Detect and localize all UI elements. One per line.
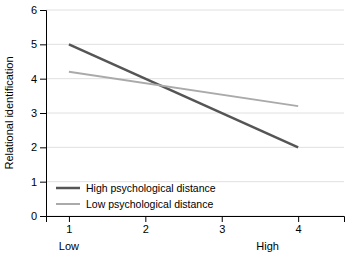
legend-label: High psychological distance [86,182,216,194]
grid-line [46,10,344,11]
grid-line [46,147,344,148]
tick-mark [222,216,223,222]
legend-swatch [56,187,80,190]
tick: 0 [31,210,46,222]
grid-line [46,44,344,45]
tick-label: 4 [31,73,37,85]
tick-label: 2 [31,141,37,153]
tick-mark [40,216,46,217]
tick-mark [40,147,46,148]
legend: High psychological distance Low psycholog… [56,182,216,210]
tick-mark [40,44,46,45]
tick-label: 0 [31,210,37,222]
tick: 2 [143,216,149,235]
grid [46,10,344,216]
tick: 6 [31,4,46,16]
plot: 1 2 3 4 0 1 2 3 4 5 6 Low High High psychological dis… [31,4,345,252]
tick-label: 4 [296,223,302,235]
tick-label: 1 [31,176,37,188]
tick: 5 [31,38,46,50]
tick-mark [40,10,46,11]
tick-mark [69,216,70,222]
chart: 1 2 3 4 0 1 2 3 4 5 6 Low High High psychological dis… [0,0,356,260]
tick-label: 1 [66,223,72,235]
tick: 1 [31,176,46,188]
legend-swatch [56,203,80,205]
tick-label: 6 [31,4,37,16]
lines [69,44,298,147]
annotation: High [256,240,279,252]
tick-mark [145,216,146,222]
legend-label: Low psychological distance [86,198,213,210]
tick-mark [40,113,46,114]
tick: 2 [31,141,46,153]
tick: 4 [296,216,302,235]
axis-line [40,11,47,217]
tick-label: 2 [143,223,149,235]
y-axis: 0 1 2 3 4 5 6 [31,4,47,222]
tick: 4 [31,73,46,85]
x-axis: 1 2 3 4 [47,216,345,235]
tick: 3 [31,107,46,119]
tick-label: 3 [219,223,225,235]
tick-mark [40,182,46,183]
tick-mark [40,79,46,80]
tick-mark [298,216,299,222]
tick-label: 5 [31,38,37,50]
grid-line [46,78,344,79]
axis-line [47,217,345,223]
annotation: Low [59,240,79,252]
y-axis-title: Relational identification [3,56,15,169]
tick: 1 [66,216,72,235]
tick: 3 [219,216,225,235]
series-line [69,44,298,147]
grid-line [46,113,344,114]
tick-label: 3 [31,107,37,119]
series-line [69,72,298,106]
